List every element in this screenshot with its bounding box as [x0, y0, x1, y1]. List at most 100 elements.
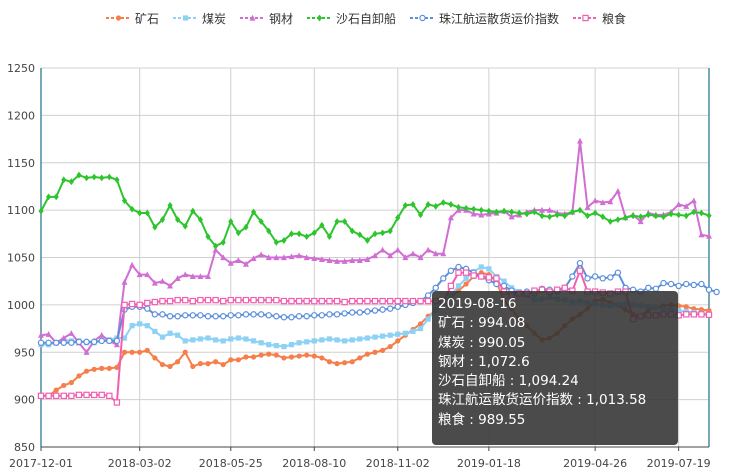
data-point	[144, 323, 150, 329]
data-point	[326, 336, 333, 342]
tooltip: 2019-08-16 矿石 : 994.08 煤炭 : 990.05 钢材 : 1,…	[432, 291, 678, 445]
data-point	[159, 297, 166, 305]
data-point	[470, 272, 477, 279]
data-point	[61, 382, 67, 389]
data-point	[114, 364, 120, 371]
data-point	[68, 339, 75, 346]
data-point	[318, 312, 326, 319]
tooltip-rows: 矿石 : 994.08 煤炭 : 990.05 钢材 : 1,072.6 沙石自卸船 …	[438, 314, 672, 430]
data-point	[273, 296, 280, 304]
data-point	[486, 266, 492, 272]
data-point	[106, 392, 113, 400]
data-point	[653, 212, 659, 220]
legend-item[interactable]: 珠江航运散货运价指数	[410, 10, 559, 27]
data-point	[280, 254, 287, 261]
data-point	[349, 337, 355, 343]
data-point	[190, 363, 196, 370]
data-point	[447, 267, 455, 274]
data-point	[242, 311, 250, 318]
data-point	[235, 296, 242, 304]
data-point	[326, 257, 333, 263]
data-point	[250, 255, 257, 262]
data-point	[189, 312, 197, 319]
data-point	[90, 338, 98, 346]
data-point	[288, 253, 295, 260]
data-point	[614, 269, 622, 276]
data-point	[622, 214, 629, 222]
data-point	[576, 259, 584, 267]
data-point	[151, 311, 159, 318]
data-point	[357, 336, 363, 342]
data-point	[296, 252, 303, 259]
legend-label: 煤炭	[201, 11, 226, 26]
data-point	[197, 296, 204, 304]
data-point	[387, 343, 393, 350]
data-point	[304, 352, 310, 358]
data-point	[243, 354, 249, 360]
legend-marker	[582, 14, 589, 22]
data-point	[417, 211, 424, 219]
data-point	[425, 201, 431, 208]
data-point	[189, 273, 196, 280]
data-point	[425, 246, 432, 253]
legend-item[interactable]: 煤炭	[172, 10, 226, 27]
data-point	[212, 296, 219, 304]
data-point	[243, 223, 249, 231]
legend-symbol-icon	[239, 14, 265, 21]
data-point	[357, 355, 363, 361]
y-tick-label: 900	[14, 394, 35, 407]
y-tick-label: 1050	[7, 252, 35, 265]
data-point	[250, 311, 257, 318]
data-point	[303, 313, 310, 320]
data-point	[417, 321, 424, 327]
data-point	[342, 360, 348, 366]
data-point	[258, 340, 264, 346]
data-point	[265, 254, 272, 261]
data-point	[364, 335, 371, 341]
data-point	[311, 338, 317, 344]
data-point	[288, 354, 295, 360]
data-point	[113, 341, 120, 348]
data-point	[243, 336, 249, 342]
data-point	[235, 357, 241, 363]
data-point	[683, 311, 690, 318]
legend-item[interactable]: 钢材	[239, 10, 293, 27]
data-point	[326, 233, 333, 241]
data-point	[607, 274, 614, 281]
data-point	[357, 231, 363, 239]
data-point	[463, 275, 469, 281]
data-point	[129, 261, 136, 268]
data-point	[197, 312, 204, 319]
data-point	[250, 296, 257, 304]
data-point	[250, 208, 257, 216]
data-point	[106, 173, 112, 181]
data-point	[280, 297, 288, 305]
legend-item[interactable]: 粮食	[573, 10, 626, 27]
data-point	[91, 366, 97, 372]
data-point	[577, 206, 583, 214]
data-point	[288, 313, 295, 321]
legend-item[interactable]: 沙石自卸船	[307, 10, 396, 27]
data-point	[144, 209, 150, 217]
data-point	[402, 297, 409, 305]
data-point	[60, 339, 67, 346]
data-point	[75, 391, 83, 399]
legend-marker	[316, 14, 323, 22]
data-point	[137, 321, 143, 327]
legend-item[interactable]: 矿石	[105, 10, 159, 27]
data-point	[174, 275, 181, 281]
x-tick-label: 2018-11-02	[366, 457, 430, 470]
data-point	[258, 352, 264, 358]
legend-symbol-icon	[172, 15, 198, 21]
data-point	[600, 213, 606, 221]
data-point	[660, 213, 667, 221]
data-point	[91, 173, 97, 181]
data-point	[38, 207, 44, 215]
data-point	[197, 216, 204, 223]
data-point	[394, 246, 401, 253]
data-point	[273, 313, 280, 320]
data-point	[311, 229, 317, 237]
legend-label: 珠江航运散货运价指数	[439, 11, 560, 26]
data-point	[417, 297, 424, 305]
legend-label: 矿石	[134, 11, 159, 26]
